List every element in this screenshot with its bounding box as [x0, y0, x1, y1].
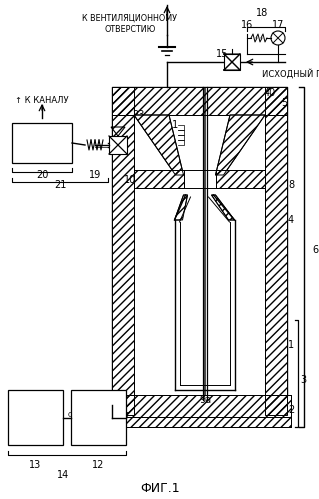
Text: 14: 14	[57, 470, 69, 480]
Polygon shape	[134, 170, 183, 188]
Circle shape	[271, 31, 285, 45]
Bar	[112, 87, 287, 115]
Text: 10: 10	[124, 175, 136, 185]
Text: 20: 20	[36, 170, 48, 180]
Bar	[108, 417, 291, 427]
Text: 5: 5	[281, 98, 287, 108]
Bar	[134, 115, 265, 395]
Polygon shape	[134, 115, 183, 175]
Text: 9а: 9а	[199, 395, 211, 405]
Text: 16: 16	[241, 20, 253, 30]
Text: 12: 12	[92, 460, 105, 470]
Polygon shape	[216, 170, 265, 188]
Text: СОГЛАСУЮЩИЙ
УЗЕЛ: СОГЛАСУЮЩИЙ УЗЕЛ	[68, 410, 129, 425]
Text: 4: 4	[288, 215, 294, 225]
Bar	[12, 123, 72, 163]
Text: 7: 7	[217, 270, 223, 280]
Bar	[265, 87, 287, 415]
Bar	[112, 87, 134, 415]
Text: ФИГ.1: ФИГ.1	[140, 482, 180, 495]
Polygon shape	[211, 195, 234, 220]
Text: 2: 2	[288, 405, 294, 415]
Text: ИСХОДНЫЙ ГАЗ: ИСХОДНЫЙ ГАЗ	[262, 69, 319, 79]
Text: 23: 23	[132, 110, 144, 120]
Text: 40: 40	[264, 88, 276, 98]
Bar	[265, 87, 287, 415]
Text: 11: 11	[167, 120, 179, 130]
Text: ОТКАЧИВАЮ-
ЩИЙ НАСОС: ОТКАЧИВАЮ- ЩИЙ НАСОС	[15, 133, 69, 153]
Text: 19: 19	[89, 170, 101, 180]
Text: 6: 6	[312, 245, 318, 255]
Text: К ВЕНТИЛЯЦИОННОМУ
ОТВЕРСТИЮ: К ВЕНТИЛЯЦИОННОМУ ОТВЕРСТИЮ	[83, 14, 177, 34]
Text: 15: 15	[216, 49, 228, 59]
Bar	[108, 395, 291, 417]
Text: 9: 9	[202, 315, 208, 325]
Bar	[71, 390, 126, 445]
Text: 13: 13	[29, 460, 41, 470]
Bar	[112, 87, 287, 115]
Bar	[224, 54, 240, 70]
Text: 21: 21	[54, 180, 66, 190]
Bar	[109, 136, 127, 154]
Text: 1: 1	[288, 340, 294, 350]
Text: 17: 17	[272, 20, 284, 30]
Bar	[112, 87, 134, 415]
Bar	[108, 417, 291, 427]
Text: ИСТОЧНИК ВЧ
ЭНЕРГИИ: ИСТОЧНИК ВЧ ЭНЕРГИИ	[9, 411, 63, 424]
Bar	[8, 390, 63, 445]
Polygon shape	[216, 115, 265, 175]
Text: ↑ К КАНАЛУ: ↑ К КАНАЛУ	[15, 95, 69, 104]
Text: 8: 8	[288, 180, 294, 190]
Polygon shape	[180, 197, 229, 385]
Bar	[108, 395, 291, 417]
Text: 3: 3	[300, 375, 306, 385]
Polygon shape	[174, 195, 188, 220]
Text: 18: 18	[256, 8, 268, 18]
